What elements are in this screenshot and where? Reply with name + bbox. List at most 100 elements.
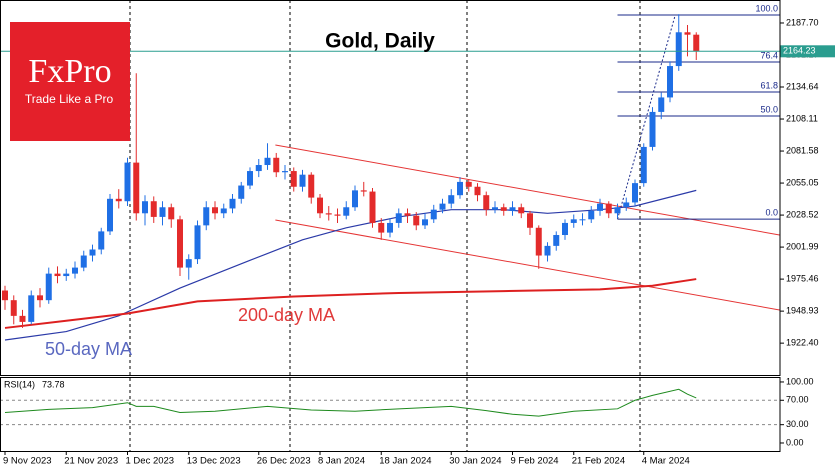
chart-title: Gold, Daily	[325, 30, 435, 53]
candle-body	[614, 207, 621, 214]
x-tick-label: 21 Feb 2024	[572, 456, 625, 467]
main-frame	[0, 0, 781, 376]
candle-body	[299, 174, 306, 187]
y-tick-label: 2081.58	[786, 145, 819, 155]
candle-body	[658, 97, 665, 112]
x-tick-label: 9 Feb 2024	[511, 456, 559, 467]
candle-body	[509, 207, 516, 211]
y-tick-label: 1975.46	[786, 273, 819, 283]
y-tick-label: 100.00	[786, 376, 814, 386]
candle-body	[693, 34, 700, 52]
candle-body	[168, 207, 175, 220]
candle-body	[352, 190, 358, 208]
x-tick-label: 1 Dec 2023	[126, 456, 175, 467]
x-tick-label: 4 Mar 2024	[642, 456, 690, 467]
candle-body	[290, 171, 297, 187]
logo-tagline: Trade Like a Pro	[25, 92, 114, 106]
rsi-line	[4, 388, 697, 417]
candle-body	[238, 185, 245, 199]
candle-body	[124, 162, 131, 202]
candle-body	[98, 231, 105, 250]
candle-body	[203, 207, 210, 226]
candle-body	[37, 295, 43, 301]
candle-body	[212, 207, 218, 214]
candle-body	[684, 32, 691, 35]
y-tick-label: 30.00	[786, 419, 809, 429]
candle-body	[404, 213, 411, 216]
candle-body	[632, 183, 638, 203]
candle-body	[63, 273, 70, 277]
candle-body	[535, 227, 542, 256]
candle-body	[597, 203, 603, 211]
candle-body	[2, 290, 8, 301]
candle-body	[159, 207, 166, 217]
price-tag	[780, 45, 835, 58]
candle-body	[378, 222, 385, 233]
y-tick-label: 1922.40	[786, 338, 819, 348]
rsi-title: RSI(14)	[4, 379, 35, 389]
candle-body	[80, 255, 87, 268]
candle-body	[605, 203, 612, 214]
x-tick-label: 18 Jan 2024	[379, 456, 431, 467]
candle-body	[264, 157, 271, 166]
x-tick-label: 21 Nov 2023	[64, 456, 118, 467]
candle-body	[500, 207, 507, 211]
y-tick-label: 2055.05	[786, 177, 819, 187]
y-tick-label: 2028.52	[786, 209, 819, 219]
candle-body	[89, 249, 96, 256]
logo-brand: FxPro	[28, 53, 111, 90]
candle-body	[562, 222, 568, 236]
candle-body	[317, 197, 323, 214]
candle-body	[544, 245, 551, 256]
candle-body	[308, 174, 315, 198]
candle-body	[369, 191, 376, 223]
rsi-frame	[0, 377, 781, 452]
candle-body	[334, 214, 341, 216]
candle-body	[142, 201, 148, 214]
y-tick-label: 1948.93	[786, 305, 819, 315]
trendline	[275, 144, 781, 236]
x-tick-label: 8 Jan 2024	[318, 456, 365, 467]
candle-body	[54, 273, 61, 277]
candle-body	[387, 222, 393, 233]
candle-body	[107, 198, 113, 232]
fib-trend	[617, 14, 676, 220]
y-tick-label: 70.00	[786, 395, 809, 405]
fib-label: 61.8	[760, 80, 778, 90]
candle-body	[518, 207, 525, 214]
fib-label: 76.4	[760, 50, 778, 60]
y-tick-label: 0.00	[786, 437, 804, 447]
candle-body	[28, 295, 35, 322]
fib-label: 100.0	[755, 3, 778, 13]
candle-body	[649, 111, 656, 147]
candle-body	[570, 219, 577, 223]
candle-body	[72, 267, 78, 274]
ma-label: 200-day MA	[238, 305, 335, 325]
candle-body	[553, 235, 560, 246]
ma-label: 50-day MA	[45, 339, 132, 359]
candle-body	[19, 315, 26, 322]
candle-body	[115, 198, 122, 202]
candle-body	[395, 213, 402, 223]
x-tick-label: 9 Nov 2023	[3, 456, 52, 467]
price-tag-label: 2164.23	[783, 46, 816, 56]
moving-average	[4, 278, 697, 329]
x-tick-label: 13 Dec 2023	[187, 456, 241, 467]
candle-body	[457, 181, 463, 196]
candle-body	[413, 215, 420, 226]
candle-body	[10, 300, 17, 316]
candle-body	[133, 162, 140, 214]
logo: FxPro Trade Like a Pro	[10, 22, 130, 141]
candle-body	[229, 198, 236, 209]
candle-body	[623, 202, 630, 208]
candle-body	[360, 190, 367, 192]
candle-body	[667, 66, 673, 98]
candle-body	[465, 181, 472, 187]
candle-body	[448, 195, 455, 204]
candle-body	[640, 146, 647, 184]
candle-body	[273, 157, 280, 173]
y-tick-label: 2108.11	[786, 113, 818, 123]
